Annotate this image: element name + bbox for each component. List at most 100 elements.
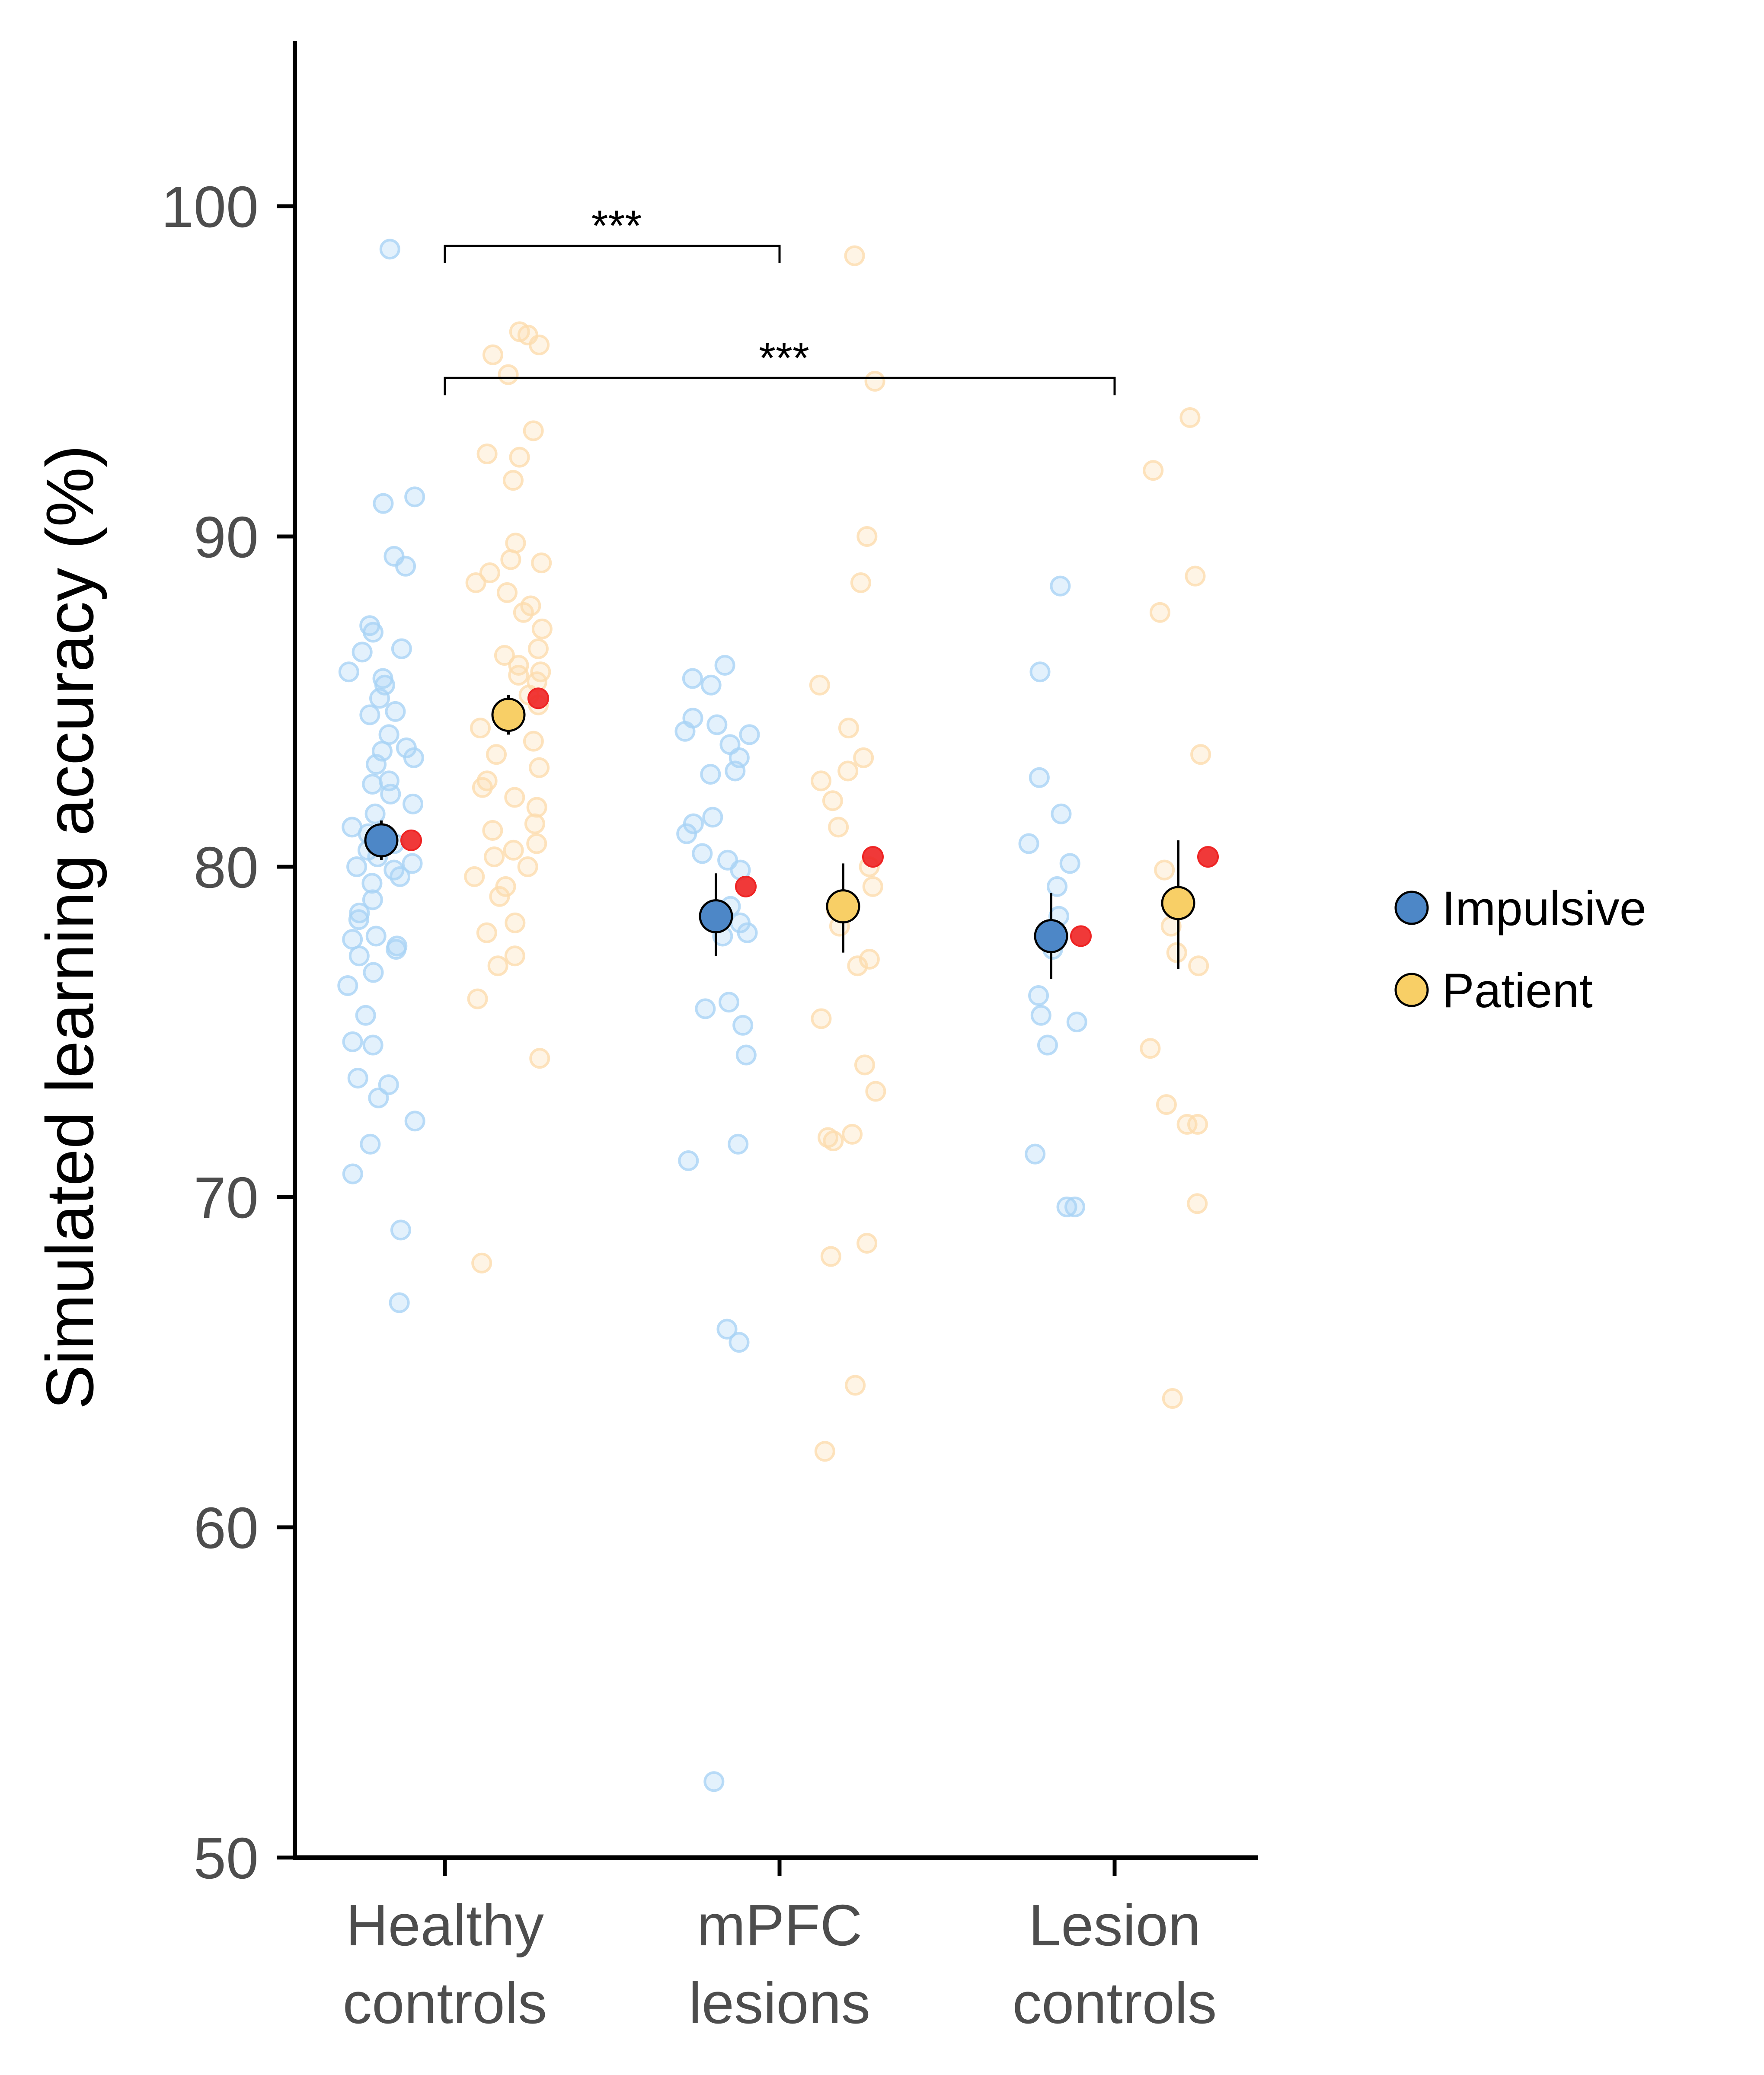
- x-tick-label: lesions: [689, 1970, 870, 2036]
- raw-point: [464, 866, 485, 887]
- raw-point: [695, 998, 716, 1019]
- raw-point: [1047, 876, 1068, 897]
- raw-point: [1188, 955, 1209, 977]
- reference-point: [1070, 925, 1092, 947]
- raw-point: [346, 856, 368, 877]
- x-tick-label: controls: [1013, 1970, 1217, 2036]
- raw-point: [363, 962, 384, 983]
- mean-point: [491, 698, 526, 732]
- raw-point: [359, 704, 380, 725]
- significance-label: ***: [759, 334, 809, 382]
- raw-point: [486, 744, 507, 765]
- raw-point: [700, 674, 722, 696]
- significance-bracket: [444, 377, 1116, 396]
- legend: Impulsive Patient: [1394, 881, 1646, 1018]
- raw-point: [847, 955, 868, 977]
- y-tick-label: 50: [194, 1826, 259, 1891]
- ticks: 50 60 70 80 90 100 Healthy controls mPFC lesions L…: [161, 174, 1217, 2036]
- raw-point: [529, 334, 550, 355]
- raw-point: [706, 714, 728, 735]
- reference-point: [400, 829, 422, 851]
- reference-point: [735, 875, 757, 897]
- raw-point: [390, 866, 411, 887]
- significance-label: ***: [591, 202, 642, 250]
- raw-point: [403, 747, 424, 768]
- raw-point: [1154, 859, 1175, 881]
- raw-point: [718, 992, 739, 1013]
- raw-point: [1037, 1034, 1058, 1056]
- x-tick-label: mPFC: [697, 1893, 862, 1958]
- raw-point: [403, 793, 424, 814]
- raw-point: [859, 948, 880, 970]
- raw-point: [347, 1067, 368, 1089]
- raw-point: [404, 486, 425, 508]
- mean-point: [826, 889, 860, 924]
- raw-point: [498, 364, 519, 385]
- raw-point: [702, 807, 723, 828]
- raw-point: [368, 1087, 389, 1108]
- raw-point: [476, 444, 498, 464]
- raw-point: [838, 718, 859, 739]
- raw-point: [676, 823, 697, 844]
- raw-point: [389, 1292, 410, 1313]
- raw-point: [853, 747, 874, 768]
- raw-point: [465, 572, 486, 593]
- raw-point: [349, 902, 370, 923]
- raw-point: [362, 622, 383, 643]
- raw-point: [837, 760, 859, 782]
- raw-point: [362, 889, 383, 910]
- raw-point: [352, 642, 373, 663]
- raw-point: [735, 1044, 757, 1066]
- raw-point: [471, 1252, 492, 1274]
- raw-point: [508, 664, 529, 686]
- raw-point: [470, 718, 491, 739]
- raw-point: [1059, 853, 1080, 874]
- raw-point: [850, 572, 871, 593]
- x-tick-label: controls: [343, 1970, 547, 2036]
- raw-point: [338, 661, 359, 683]
- raw-point: [337, 975, 358, 996]
- significance-brackets: *** ***: [444, 202, 1116, 396]
- raw-point: [523, 420, 544, 441]
- raw-point: [842, 1124, 863, 1145]
- raw-point: [496, 582, 518, 603]
- raw-point: [729, 1332, 750, 1353]
- raw-point: [856, 526, 878, 547]
- raw-point: [820, 1246, 841, 1267]
- raw-point: [504, 787, 525, 808]
- raw-point: [482, 344, 503, 365]
- raw-point: [854, 1054, 875, 1076]
- legend-label: Impulsive: [1442, 881, 1646, 935]
- raw-point: [467, 988, 488, 1009]
- raw-point: [523, 731, 544, 752]
- raw-point: [1064, 1196, 1086, 1217]
- raw-point: [862, 876, 883, 897]
- y-tick-label: 70: [194, 1165, 259, 1230]
- raw-point: [737, 922, 758, 943]
- raw-point: [1029, 767, 1050, 788]
- raw-point: [355, 1005, 376, 1026]
- raw-point: [513, 602, 534, 623]
- raw-point: [739, 724, 760, 745]
- raw-point: [489, 886, 510, 907]
- raw-point: [1066, 1012, 1087, 1033]
- raw-point: [1050, 575, 1071, 597]
- raw-point: [472, 777, 493, 798]
- raw-point: [531, 552, 552, 574]
- x-tick-label: Lesion: [1029, 1893, 1201, 1958]
- raw-point: [811, 1008, 832, 1029]
- raw-point: [845, 1375, 866, 1396]
- raw-point: [509, 447, 530, 468]
- legend-marker: [1394, 891, 1429, 925]
- raw-point: [348, 909, 369, 930]
- x-tick-label: Healthy: [346, 1893, 544, 1958]
- y-tick-label: 80: [194, 835, 259, 900]
- raw-point: [348, 945, 370, 967]
- raw-point: [504, 945, 525, 967]
- raw-point: [369, 688, 390, 709]
- raw-point: [386, 939, 407, 960]
- raw-point: [682, 668, 703, 689]
- raw-point: [361, 873, 383, 894]
- raw-point: [479, 562, 500, 584]
- raw-point: [395, 555, 416, 577]
